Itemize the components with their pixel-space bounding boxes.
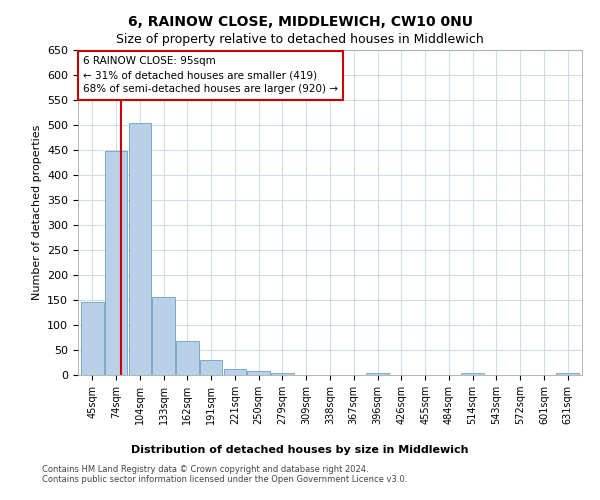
Bar [176,341,199,375]
Bar [247,371,270,375]
Bar [556,372,579,375]
Bar [461,372,484,375]
Bar [152,296,175,375]
Bar [271,372,294,375]
Text: 6, RAINOW CLOSE, MIDDLEWICH, CW10 0NU: 6, RAINOW CLOSE, MIDDLEWICH, CW10 0NU [128,15,473,29]
Bar [224,368,246,375]
Y-axis label: Number of detached properties: Number of detached properties [32,125,41,300]
Bar [105,151,127,375]
Text: Size of property relative to detached houses in Middlewich: Size of property relative to detached ho… [116,32,484,46]
Bar [128,122,151,375]
Text: Contains HM Land Registry data © Crown copyright and database right 2024.: Contains HM Land Registry data © Crown c… [42,466,368,474]
Text: Contains public sector information licensed under the Open Government Licence v3: Contains public sector information licen… [42,476,407,484]
Text: 6 RAINOW CLOSE: 95sqm
← 31% of detached houses are smaller (419)
68% of semi-det: 6 RAINOW CLOSE: 95sqm ← 31% of detached … [83,56,338,94]
Bar [200,360,223,375]
Text: Distribution of detached houses by size in Middlewich: Distribution of detached houses by size … [131,445,469,455]
Bar [81,302,104,375]
Bar [366,372,389,375]
